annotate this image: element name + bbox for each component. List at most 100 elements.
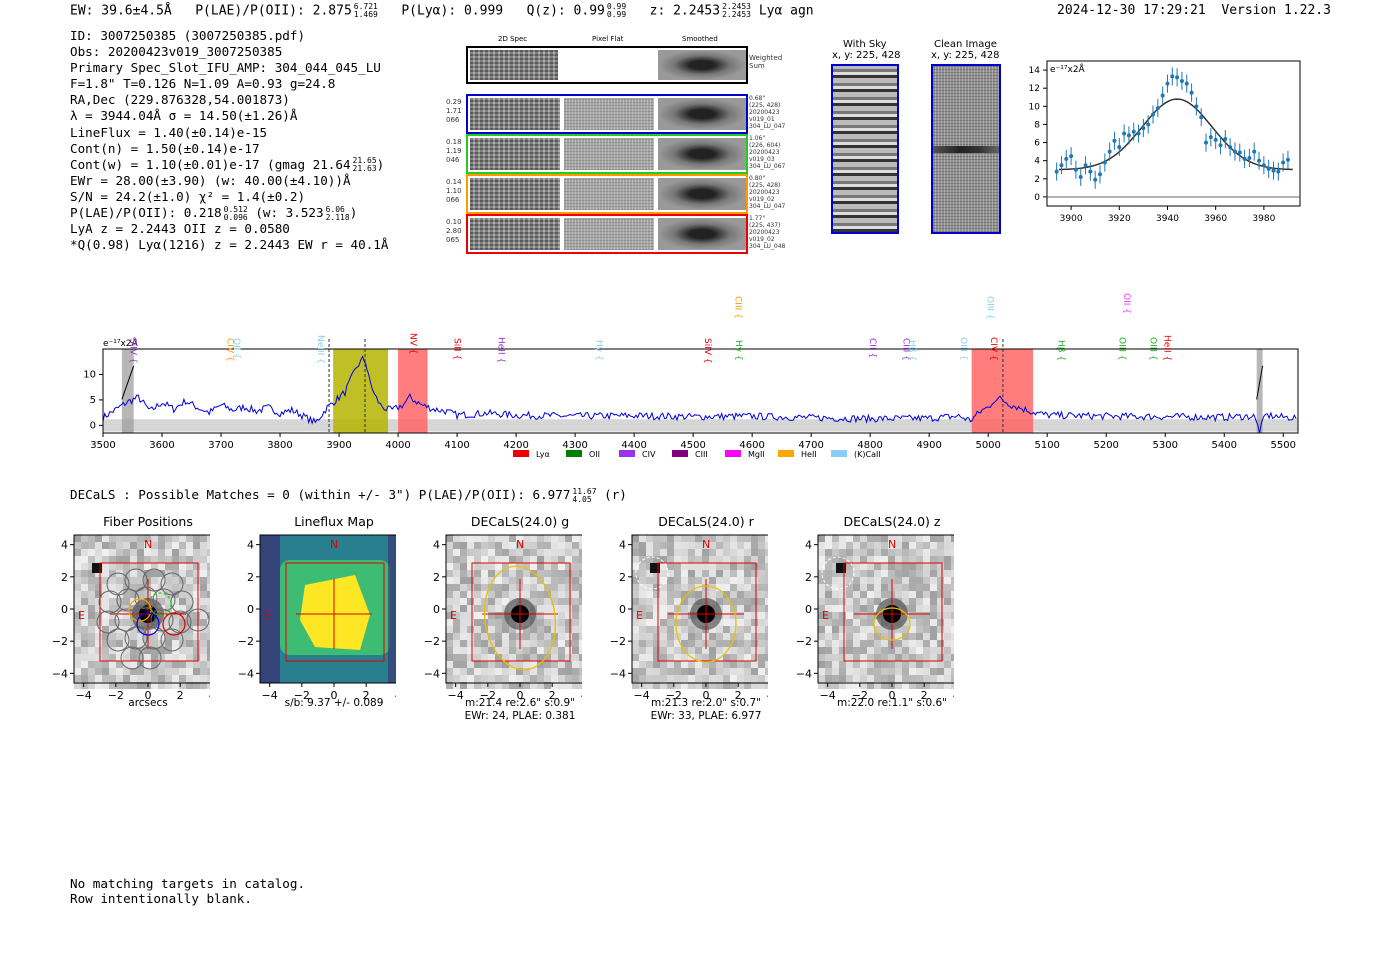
cutout-pixel [579,556,582,563]
cutout-pixel [467,556,474,563]
cutout-pixel [123,549,130,556]
cutout-pixel [488,549,495,556]
cutout-pixel [81,549,88,556]
cutout-pixel [474,598,481,605]
cutout-pixel [881,682,888,689]
cutout-pixel [867,605,874,612]
cutout-pixel [688,584,695,591]
cutout-pixel [902,570,909,577]
fiber-4-stats: 0.10 2.80 065 [446,218,462,245]
cutout-pixel [200,654,207,661]
panel-ytick-label: 2 [433,571,440,584]
cutout-pixel [930,535,937,542]
cutout-pixel [902,584,909,591]
cutout-pixel [709,668,716,675]
cutout-pixel [502,619,509,626]
cutout-pixel [502,563,509,570]
cutout-pixel [730,682,737,689]
cutout-pixel [481,633,488,640]
cutout-pixel [467,591,474,598]
panel-xtick-label: 4 [209,689,210,702]
cutout-pixel [207,661,210,668]
cutout-pixel [846,605,853,612]
cutout-pixel [158,598,165,605]
cutout-pixel [453,584,460,591]
cutout-pixel [130,549,137,556]
cutout-pixel [481,682,488,689]
cutout-pixel [446,654,453,661]
cutout-pixel [88,654,95,661]
cutout-pixel [674,556,681,563]
cutout-pixel [130,654,137,661]
cutout-pixel [565,619,572,626]
cutout-pixel [193,584,200,591]
cutout-pixel [881,647,888,654]
cutout-pixel [825,591,832,598]
cutout-pixel [446,668,453,675]
cutout-pixel [923,577,930,584]
cutout-pixel [537,668,544,675]
flux-edge-left [260,535,280,683]
cutout-pixel [572,591,579,598]
cutout-pixel [179,619,186,626]
cutout-pixel [467,598,474,605]
cutout-pixel [151,675,158,682]
fiber-2-stat: 1.19 [446,147,462,155]
cutout-pixel [495,682,502,689]
cutout-pixel [702,661,709,668]
cutout-pixel [681,605,688,612]
cutout-pixel [909,535,916,542]
cutout-pixel [737,577,744,584]
cutout-pixel [565,668,572,675]
cutout-pixel [744,535,751,542]
header-qz-range: 0.99 0.99 [606,2,627,19]
cutout-pixel [853,577,860,584]
cutout-pixel [723,535,730,542]
cutout-pixel [558,577,565,584]
cutout-pixel [530,542,537,549]
fiber-1-info-line: 304_LU_047 [749,123,786,130]
cutout-pixel [867,626,874,633]
cutout-pixel [137,640,144,647]
cutout-pixel [818,605,825,612]
panel-title-z: DECaLS(24.0) z [843,514,941,529]
spec-xtick-label: 4400 [621,440,646,451]
cutout-pixel [902,542,909,549]
cutout-pixel [639,619,646,626]
cutout-pixel [453,675,460,682]
cutout-pixel [74,563,81,570]
cutout-pixel [537,542,544,549]
cutout-pixel [523,556,530,563]
cutout-pixel [193,612,200,619]
cutout-pixel [716,563,723,570]
cutout-pixel [874,556,881,563]
cutout-pixel [502,668,509,675]
cutout-pixel [888,668,895,675]
cutout-pixel [158,563,165,570]
cutout-pixel [653,654,660,661]
cutout-pixel [653,612,660,619]
cutout-pixel [751,612,758,619]
cutout-pixel [867,535,874,542]
cutout-pixel [74,577,81,584]
panel-caption-r: m:21.3 re:2.0" s:0.7" [651,697,761,709]
cutout-pixel [109,598,116,605]
cutout-pixel [930,542,937,549]
detection-stats: ID: 3007250385 (3007250385.pdf) Obs: 202… [70,28,388,253]
legend-label: (K)CaII [854,450,881,459]
cutout-pixel [874,654,881,661]
cutout-pixel [681,542,688,549]
fiber-2-gap [560,136,564,172]
cutout-pixel [81,675,88,682]
cutout-pixel [81,556,88,563]
cutout-pixel [916,647,923,654]
cutout-pixel [579,598,582,605]
panel-ytick-label: −4 [610,667,626,680]
cutout-pixel [674,570,681,577]
cutout-pixel [853,661,860,668]
panel-ytick-label: 4 [247,539,254,552]
fit-data-point [1146,122,1151,127]
cutout-pixel [902,549,909,556]
cutout-pixel [937,633,944,640]
cutout-pixel [144,549,151,556]
